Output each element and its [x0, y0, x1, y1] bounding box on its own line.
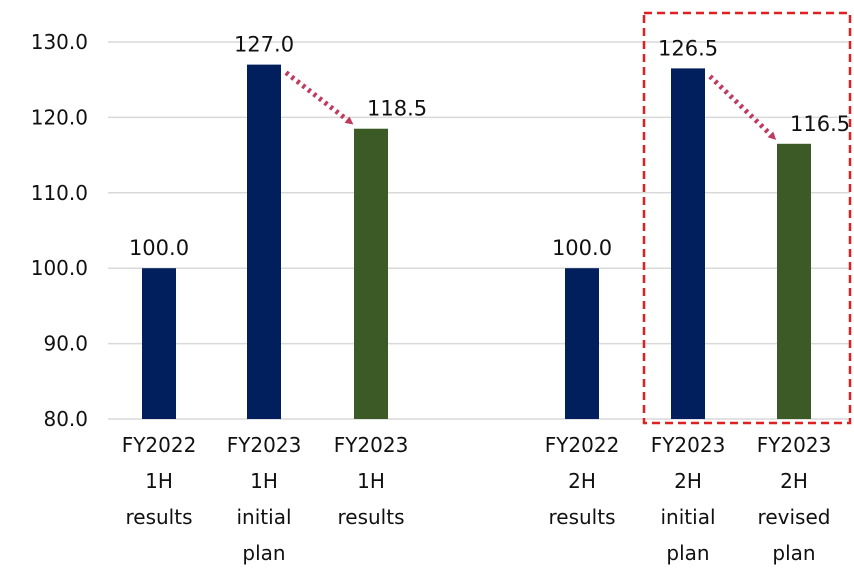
category-label: initial	[237, 505, 292, 529]
change-arrow	[284, 70, 354, 125]
y-tick-label: 130.0	[31, 30, 88, 54]
y-axis-ticks: 80.0 90.0 100.0 110.0 120.0 130.0	[31, 30, 88, 431]
category-label: FY2023	[757, 433, 832, 457]
annotations	[284, 11, 852, 425]
y-tick-label: 100.0	[31, 256, 88, 280]
bar	[354, 128, 388, 419]
y-tick-label: 120.0	[31, 105, 88, 129]
bar	[142, 268, 176, 419]
category-label: 2H	[568, 469, 596, 493]
category-label: revised	[758, 505, 831, 529]
data-label: 116.5	[790, 112, 850, 136]
category-label: 2H	[674, 469, 702, 493]
y-tick-label: 90.0	[43, 332, 88, 356]
category-label: 1H	[145, 469, 173, 493]
bar	[565, 268, 599, 419]
category-label: results	[548, 505, 615, 529]
category-label: FY2023	[651, 433, 726, 457]
category-label: results	[125, 505, 192, 529]
category-label: plan	[242, 541, 285, 565]
data-label: 100.0	[129, 236, 189, 260]
data-labels: 100.0 127.0 118.5 100.0 126.5 116.5	[129, 33, 850, 261]
y-tick-label: 80.0	[43, 407, 88, 431]
data-label: 118.5	[367, 97, 427, 121]
category-label: FY2023	[227, 433, 302, 457]
category-label: initial	[661, 505, 716, 529]
category-label: FY2022	[545, 433, 620, 457]
data-label: 127.0	[234, 33, 294, 57]
category-label: plan	[666, 541, 709, 565]
gridlines	[108, 41, 850, 420]
data-label: 126.5	[658, 36, 718, 60]
category-label: 2H	[780, 469, 808, 493]
category-label: 1H	[250, 469, 278, 493]
bar	[671, 68, 705, 419]
data-label: 100.0	[552, 236, 612, 260]
category-label: 1H	[357, 469, 385, 493]
category-label: FY2023	[334, 433, 409, 457]
category-label: plan	[772, 541, 815, 565]
bar	[247, 64, 281, 420]
bars	[142, 64, 811, 420]
change-arrow	[708, 74, 777, 140]
y-tick-label: 110.0	[31, 181, 88, 205]
highlight-box	[642, 11, 852, 425]
category-label: FY2022	[122, 433, 197, 457]
category-label: results	[337, 505, 404, 529]
x-axis-categories: FY2022 1H results FY2023 1H initial plan FY2023…	[122, 433, 832, 565]
bar	[777, 143, 811, 420]
